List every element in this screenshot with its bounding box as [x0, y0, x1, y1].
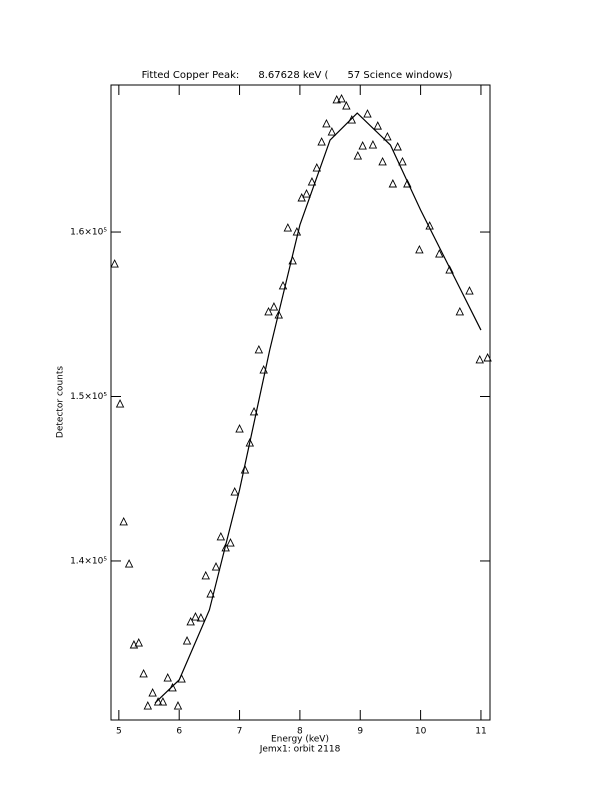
data-point [182, 636, 192, 645]
data-point [163, 673, 172, 682]
data-point [373, 121, 382, 130]
data-point [191, 612, 200, 621]
data-point [337, 93, 346, 103]
data-point [206, 589, 215, 598]
data-point [393, 141, 402, 151]
data-point [327, 127, 337, 136]
x-tick-label: 6 [176, 727, 182, 737]
data-point [302, 189, 311, 198]
data-point [435, 249, 444, 258]
data-point [317, 137, 326, 146]
data-point [245, 438, 255, 447]
subtitle: Jemx1: orbit 2118 [259, 745, 341, 755]
data-point [415, 244, 424, 254]
data-point [445, 265, 454, 274]
data-point [221, 542, 230, 552]
data-point [378, 156, 387, 166]
fit-line [154, 112, 482, 704]
data-point [483, 353, 492, 362]
data-point [269, 302, 279, 311]
data-point [196, 613, 206, 622]
data-point [398, 156, 407, 166]
plot-frame [110, 84, 491, 721]
data-point [173, 701, 183, 710]
x-tick-label: 11 [475, 727, 486, 737]
data-point [134, 638, 143, 647]
data-point [332, 94, 341, 104]
data-point [322, 118, 331, 128]
data-point [124, 559, 134, 568]
data-point [158, 697, 168, 706]
y-tick-label: 1.6×10⁵ [70, 228, 107, 238]
data-point [363, 109, 372, 118]
chart-title: Fitted Copper Peak: 8.67628 keV ( 57 Sci… [142, 70, 453, 81]
data-point [475, 354, 484, 364]
data-point [455, 306, 465, 316]
data-point [230, 487, 239, 496]
data-point [342, 101, 351, 110]
data-point [240, 465, 250, 474]
data-point [368, 140, 378, 149]
x-tick-label: 7 [237, 727, 243, 737]
data-point [119, 516, 128, 526]
data-point [274, 310, 284, 319]
x-axis-label: Energy (keV) [271, 735, 329, 745]
x-tick-label: 5 [116, 727, 122, 737]
y-tick-label: 1.4×10⁵ [70, 556, 107, 566]
y-tick-label: 1.5×10⁵ [70, 392, 107, 402]
data-point [148, 688, 157, 697]
data-point [143, 701, 153, 710]
data-point [312, 163, 322, 172]
data-point [216, 531, 226, 541]
data-point [115, 399, 125, 408]
data-point [139, 668, 148, 678]
data-point [264, 306, 273, 316]
data-point [353, 151, 363, 160]
data-point [186, 616, 195, 626]
x-tick-label: 9 [357, 727, 363, 737]
data-point [388, 179, 398, 188]
data-point [465, 286, 474, 295]
data-point [383, 131, 392, 141]
data-point [254, 344, 264, 354]
data-point [403, 179, 412, 188]
data-point [283, 223, 293, 232]
data-point [201, 570, 210, 580]
data-point [226, 538, 235, 547]
data-point [110, 259, 119, 268]
data-point [235, 424, 244, 433]
x-tick-label: 8 [297, 727, 303, 737]
data-point [249, 406, 259, 416]
x-tick-label: 10 [415, 727, 427, 737]
y-axis-label: Detector counts [56, 366, 66, 438]
data-point [358, 141, 367, 150]
data-point [211, 562, 221, 571]
data-point [307, 177, 317, 186]
